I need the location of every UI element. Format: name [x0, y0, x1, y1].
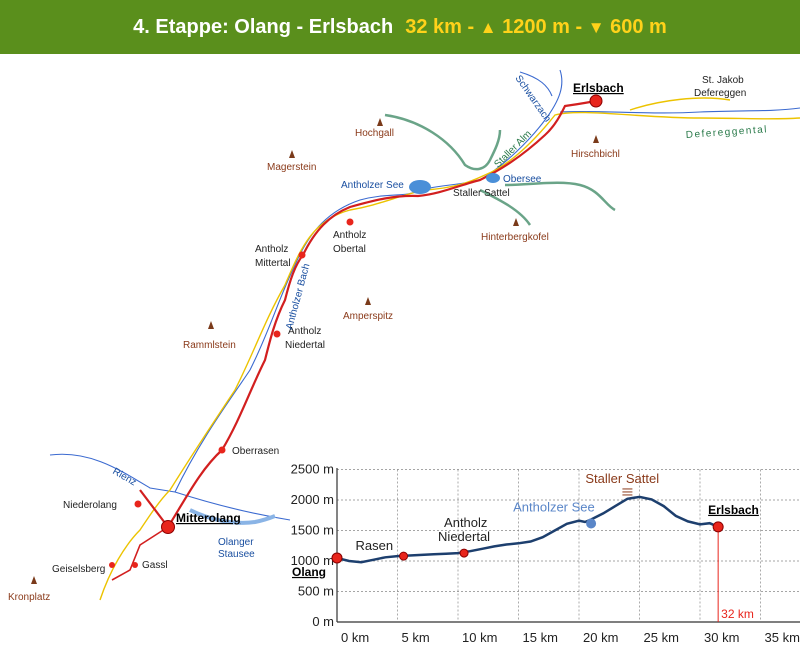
profile-label-antholz: Antholz: [444, 515, 487, 530]
profile-label-olang: Olang: [292, 565, 326, 579]
main-road: [99, 111, 800, 601]
village-markers: [109, 218, 354, 568]
border-north: [384, 113, 502, 171]
village-label: Staller Sattel: [453, 188, 510, 199]
border: [384, 113, 616, 226]
village-label: Niederolang: [63, 500, 117, 511]
y-axis-ticks: 0 m 500 m 1000 m 1500 m 2000 m 2500 m: [291, 462, 334, 630]
elevation-profile: 0 m 500 m 1000 m 1500 m 2000 m 2500 m 0 km 5 k…: [291, 462, 800, 660]
y-tick-label: 0 m: [312, 614, 334, 629]
peak-label: Hochgall: [355, 128, 394, 139]
lake-antholzer-see: [409, 180, 431, 194]
peak-label: Amperspitz: [343, 311, 393, 322]
profile-point-erlsbach: [712, 521, 724, 533]
profile-point-antholz: [459, 548, 469, 558]
lake-obersee: [486, 173, 500, 183]
profile-end-marker-label: 32 km: [721, 607, 754, 621]
village-label: Antholz: [288, 326, 321, 337]
water-label: Antholzer See: [341, 180, 404, 191]
village-label: Defereggen: [694, 88, 746, 99]
x-tick-label: 20 km: [583, 630, 618, 645]
title-bar: 4. Etappe: Olang - Erlsbach 32 km - ▲ 12…: [0, 0, 800, 54]
profile-label-staller-sattel: Staller Sattel: [585, 471, 659, 486]
river-schwarzach: [479, 69, 563, 181]
village-label: Antholz: [255, 244, 288, 255]
x-tick-label: 35 km: [765, 630, 800, 645]
x-tick-label: 0 km: [341, 630, 369, 645]
border-south: [479, 181, 616, 226]
profile-point-olang: [331, 552, 343, 564]
village-label: Geiselsberg: [52, 564, 105, 575]
water-label: Schwarzach: [513, 73, 553, 124]
x-axis-ticks: 0 km 5 km 10 km 15 km 20 km 25 km 30 km 35 km: [341, 630, 800, 645]
peak-label: Hirschbichl: [571, 149, 620, 160]
town-marker-mitterolang: [161, 520, 175, 534]
town-marker-erlsbach: [589, 94, 603, 108]
town-label: Erlsbach: [573, 81, 624, 95]
river-upper: [519, 71, 553, 97]
profile-point-staller-sattel: [622, 488, 633, 496]
y-tick-label: 1500 m: [291, 523, 334, 538]
water-label: Antholzer Bach: [284, 262, 312, 330]
profile-label-antholzer-see: Antholzer See: [513, 500, 595, 515]
descent-value: 600 m: [610, 15, 667, 38]
y-tick-label: 2500 m: [291, 462, 334, 477]
profile-point-rasen: [399, 551, 409, 561]
village-label: Antholz: [333, 230, 366, 241]
river-rienz: [49, 453, 291, 521]
route-map: Erlsbach Mitterolang Niederolang Gassl G…: [8, 69, 800, 660]
lake-stausee: [189, 508, 276, 525]
x-tick-label: 15 km: [523, 630, 558, 645]
route-branch: [111, 526, 169, 581]
ascent-icon: ▲: [479, 17, 497, 37]
route-line: [139, 99, 597, 529]
peak-label: Hinterbergkofel: [481, 232, 549, 243]
water-label: Olanger: [218, 537, 254, 548]
profile-label-rasen: Rasen: [356, 538, 394, 553]
village-label: Niedertal: [285, 340, 325, 351]
river-defereggen: [559, 107, 800, 114]
distance-value: 32 km -: [405, 15, 475, 38]
peak-markers: [31, 118, 599, 584]
water-label: Obersee: [503, 174, 542, 185]
stage-title: 4. Etappe: Olang - Erlsbach: [133, 15, 394, 38]
y-tick-label: 1000 m: [291, 553, 334, 568]
village-label: Obertal: [333, 244, 366, 255]
x-tick-label: 10 km: [462, 630, 497, 645]
x-tick-label: 5 km: [402, 630, 430, 645]
x-tick-label: 25 km: [644, 630, 679, 645]
peak-label: Kronplatz: [8, 592, 50, 603]
descent-icon: ▼: [587, 17, 605, 37]
profile-label-niedertal: Niedertal: [438, 529, 490, 544]
profile-label-erlsbach: Erlsbach: [708, 503, 759, 517]
peak-label: Magerstein: [267, 162, 316, 173]
river-antholzer-bach: [174, 179, 481, 493]
town-label: Mitterolang: [176, 511, 241, 525]
peak-label: Rammlstein: [183, 340, 236, 351]
village-label: Mittertal: [255, 258, 291, 269]
y-tick-label: 500 m: [298, 584, 334, 599]
water-label: Rienz: [111, 466, 139, 488]
village-label: St. Jakob: [702, 75, 744, 86]
y-tick-label: 2000 m: [291, 492, 334, 507]
profile-grid: [337, 469, 800, 622]
roads: [99, 97, 800, 601]
stage-stats: 32 km - ▲ 1200 m - ▼ 600 m: [405, 16, 667, 39]
village-label: Oberrasen: [232, 446, 279, 457]
water-label: Defereggental: [685, 124, 768, 141]
ascent-value: 1200 m -: [502, 15, 583, 38]
water-label: Stausee: [218, 549, 255, 560]
side-road: [629, 97, 731, 111]
village-label: Gassl: [142, 560, 168, 571]
profile-point-antholzer-see: [586, 518, 597, 529]
x-tick-label: 30 km: [704, 630, 739, 645]
